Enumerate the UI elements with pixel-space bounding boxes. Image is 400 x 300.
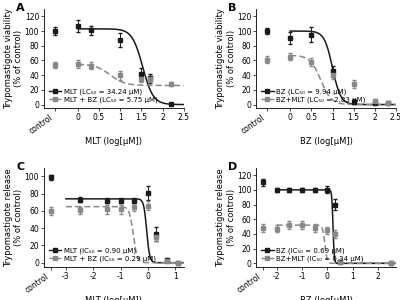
X-axis label: BZ (log[μM]): BZ (log[μM]) xyxy=(300,296,352,300)
Legend: BZ (LC₅₀ = 9.94 μM), BZ+MLT (LC₅₀ = 2.83 μM): BZ (LC₅₀ = 9.94 μM), BZ+MLT (LC₅₀ = 2.83… xyxy=(260,87,367,105)
Text: C: C xyxy=(16,162,24,172)
Legend: BZ (IC₅₀ = 0.69 μM), BZ+MLT (IC₅₀ = 0.34 μM): BZ (IC₅₀ = 0.69 μM), BZ+MLT (IC₅₀ = 0.34… xyxy=(260,246,365,263)
X-axis label: BZ (log[μM]): BZ (log[μM]) xyxy=(300,137,352,146)
Y-axis label: Trypomastigote viability
(% of control): Trypomastigote viability (% of control) xyxy=(4,8,23,109)
X-axis label: MLT (log[μM]): MLT (log[μM]) xyxy=(85,296,142,300)
Legend: MLT (LC₅₀ = 34.24 μM), MLT + BZ (LC₅₀ = 5.75 μM): MLT (LC₅₀ = 34.24 μM), MLT + BZ (LC₅₀ = … xyxy=(48,87,159,105)
Y-axis label: Trypomastigote viability
(% of control): Trypomastigote viability (% of control) xyxy=(216,8,236,109)
Text: B: B xyxy=(228,3,237,13)
Text: D: D xyxy=(228,162,238,172)
Y-axis label: Trypomastigote release
(% of control): Trypomastigote release (% of control) xyxy=(4,168,23,267)
Y-axis label: Trypomastigote release
(% of control): Trypomastigote release (% of control) xyxy=(216,168,236,267)
Text: A: A xyxy=(16,3,25,13)
X-axis label: MLT (log[μM]): MLT (log[μM]) xyxy=(85,137,142,146)
Legend: MLT (IC₅₀ = 0.90 μM), MLT + BZ (IC₅₀ = 0.29 μM): MLT (IC₅₀ = 0.90 μM), MLT + BZ (IC₅₀ = 0… xyxy=(48,246,158,263)
